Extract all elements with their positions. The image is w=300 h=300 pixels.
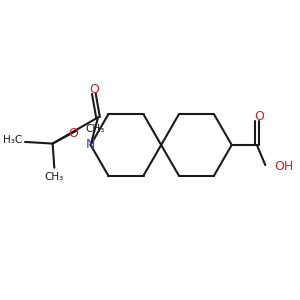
Text: CH₃: CH₃ — [85, 124, 104, 134]
Text: O: O — [89, 83, 99, 96]
Text: N: N — [86, 139, 95, 152]
Text: CH₃: CH₃ — [45, 172, 64, 182]
Text: OH: OH — [275, 160, 294, 173]
Text: O: O — [255, 110, 265, 123]
Text: O: O — [69, 127, 79, 140]
Text: H₃C: H₃C — [3, 135, 22, 145]
